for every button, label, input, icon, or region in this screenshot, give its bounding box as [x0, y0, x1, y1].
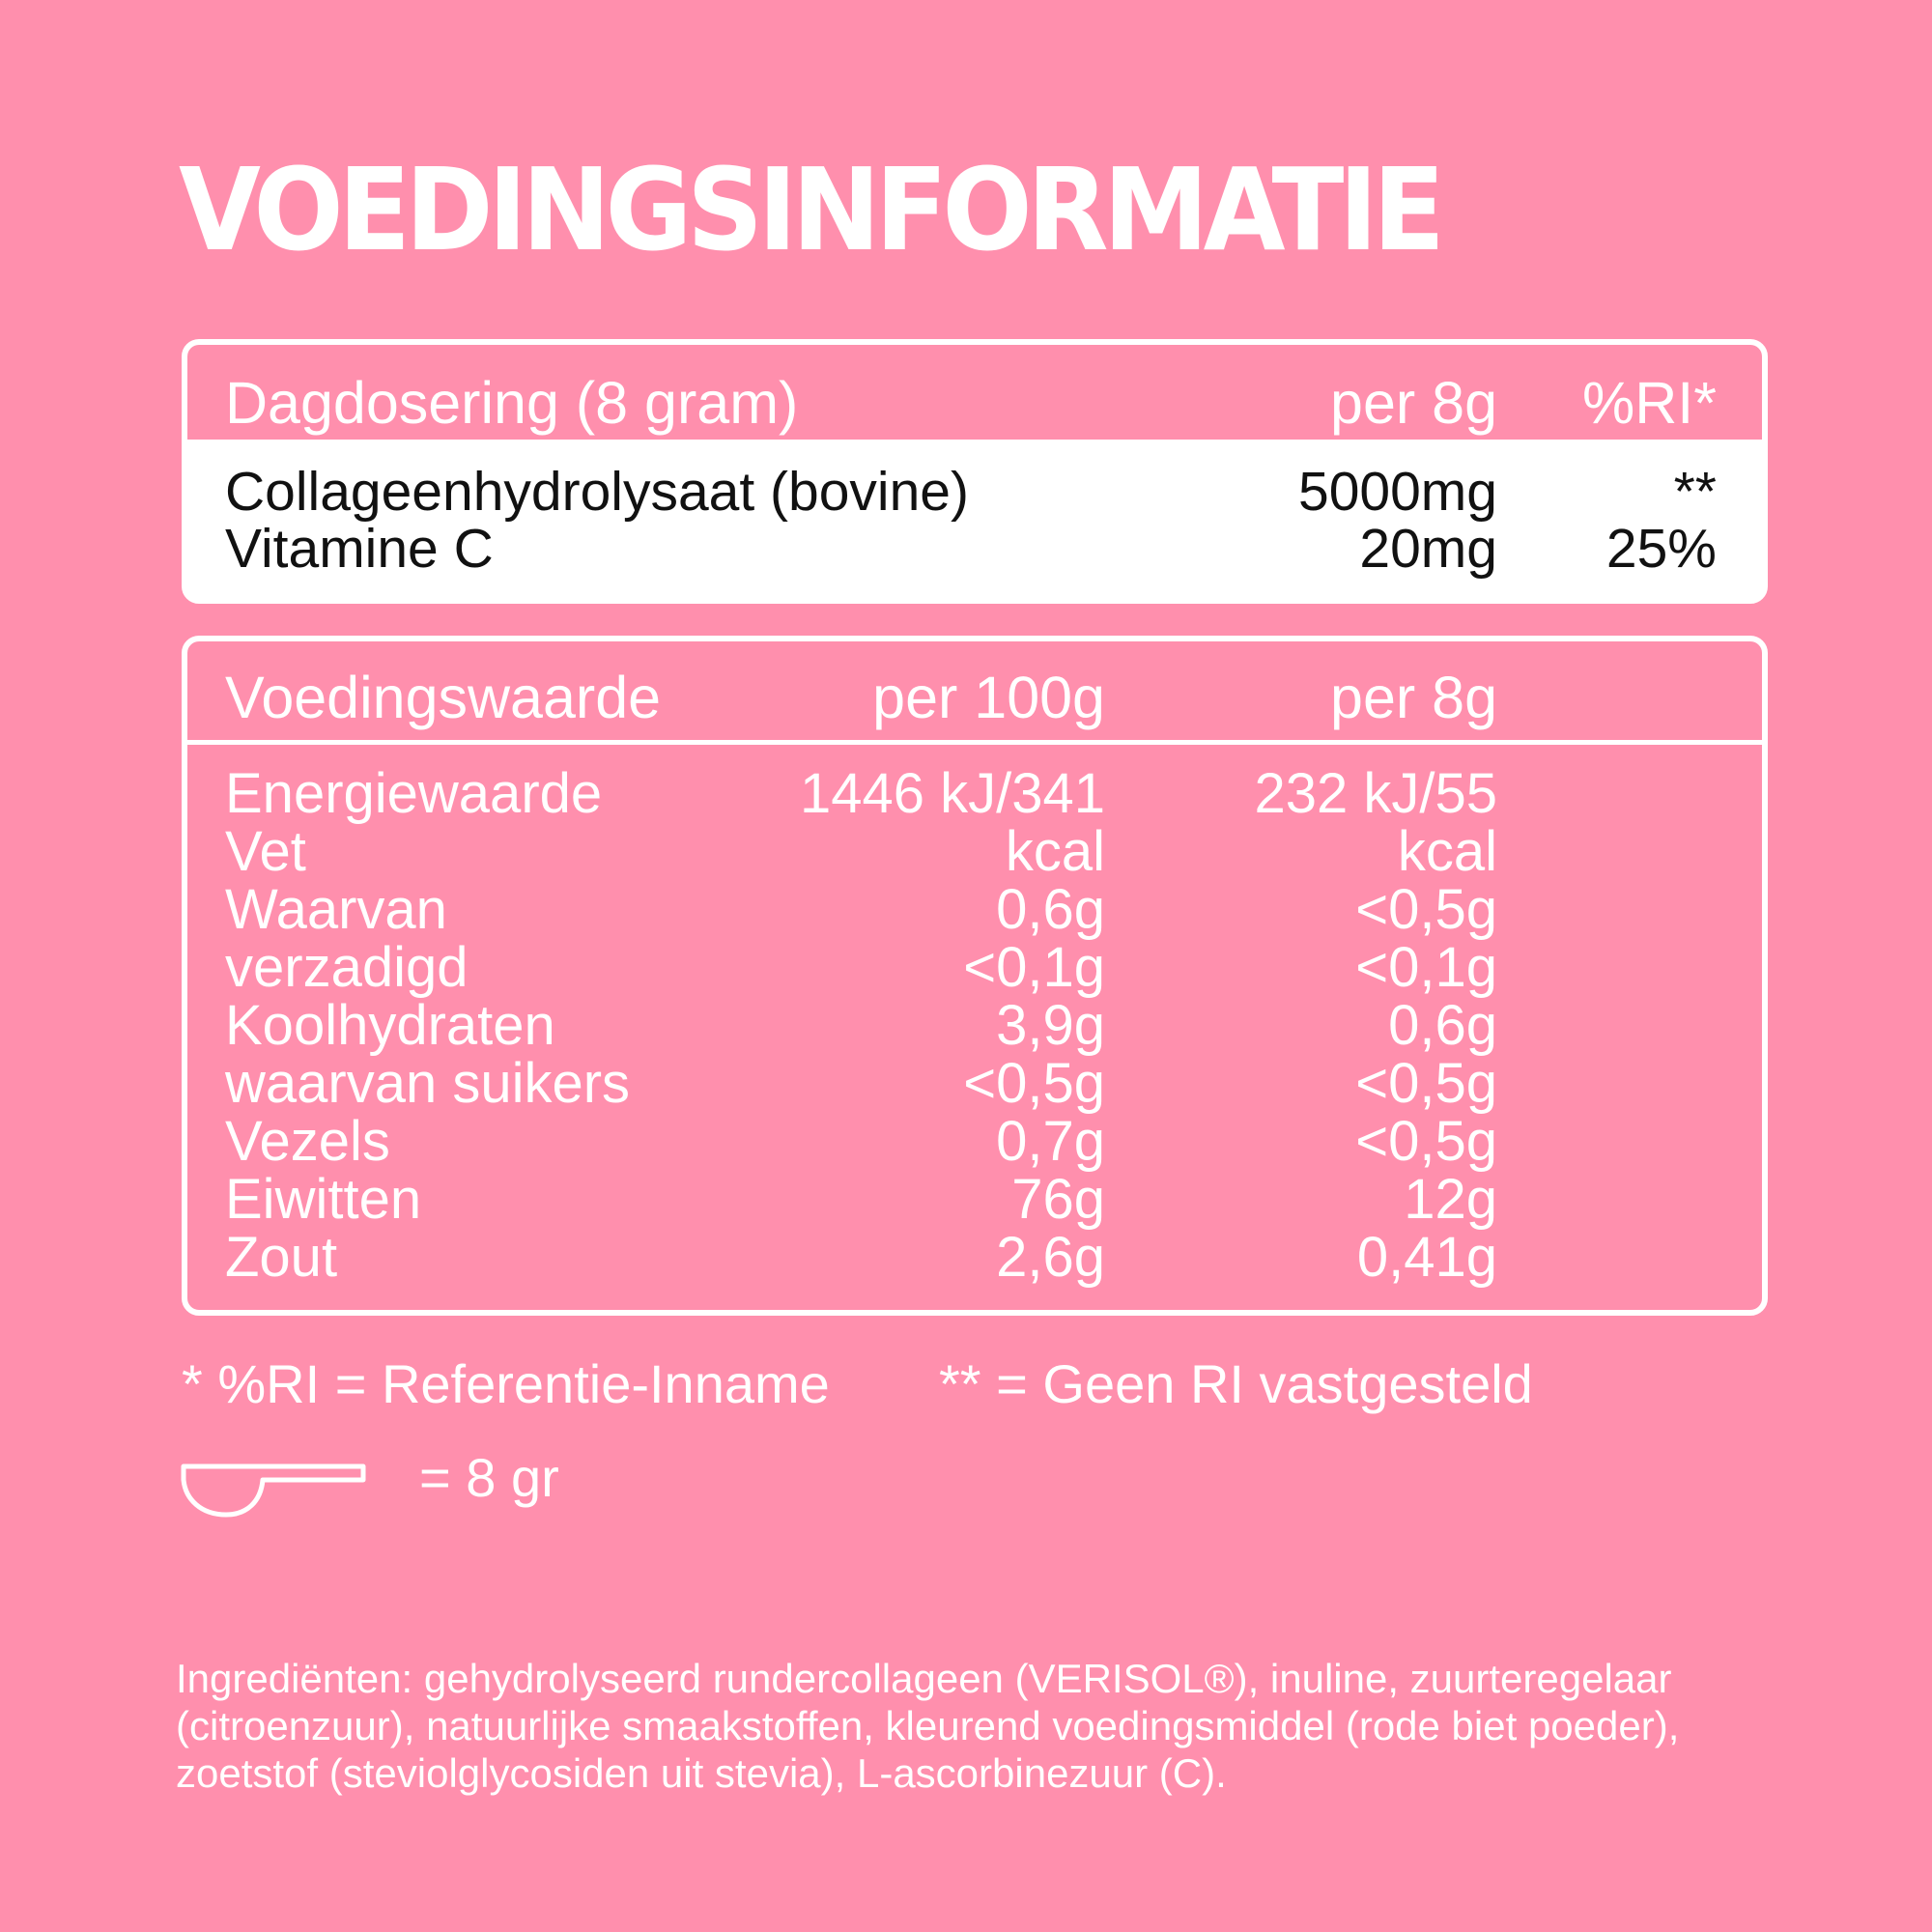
nutrient-label: Vezels — [225, 1110, 390, 1173]
dosage-row-ri: 25% — [1605, 518, 1717, 580]
daily-dosage-table: Dagdosering (8 gram) per 8g %RI* Collage… — [182, 339, 1768, 604]
nutrient-value-per100: 3,9g — [996, 994, 1105, 1057]
nutrient-value-per100: <0,1g — [963, 936, 1105, 999]
scoop-icon — [181, 1463, 366, 1518]
nutrient-value-per100: 1446 kJ/341 — [799, 762, 1105, 825]
nutrient-label: Zout — [225, 1226, 338, 1289]
nutrient-label: waarvan suikers — [225, 1052, 631, 1115]
nutrient-value-per100: <0,5g — [963, 1052, 1105, 1115]
dosage-header-label: Dagdosering (8 gram) — [225, 370, 799, 436]
nutrient-value-per100: 76g — [1011, 1168, 1105, 1231]
nutrient-label: Vet — [225, 820, 306, 883]
nutrient-value-per100: 2,6g — [996, 1226, 1105, 1289]
nutrient-value-per8: 232 kJ/55 — [1254, 762, 1497, 825]
nutrient-value-per8: 0,6g — [1388, 994, 1497, 1057]
nutrient-value-per8: 12g — [1404, 1168, 1497, 1231]
nutrition-table: Voedingswaarde per 100g per 8g Energiewa… — [182, 636, 1768, 1316]
scoop-label: = 8 gr — [419, 1447, 559, 1508]
nutrient-label: Eiwitten — [225, 1168, 422, 1231]
nutrient-value-per8: 0,41g — [1356, 1226, 1497, 1289]
nutrient-label: Koolhydraten — [225, 994, 555, 1057]
ingredients-text: Ingrediënten: gehydrolyseerd rundercolla… — [176, 1656, 1680, 1796]
nutrient-value-per100: 0,7g — [996, 1110, 1105, 1173]
dosage-row-amount: 5000mg — [1298, 461, 1497, 523]
nutrition-header-per100: per 100g — [872, 665, 1105, 730]
per100-column: 1446 kJ/341 kcal 0,6g <0,1g 3,9g <0,5g 0,7g 76g… — [800, 765, 1105, 1287]
header-divider — [187, 740, 1762, 745]
nutrient-labels-column: Energiewaarde Vet Waarvan verzadigd Koolhydr… — [225, 765, 630, 1287]
dosage-row-name: Collageenhydrolysaat (bovine) — [225, 461, 969, 523]
dosage-row-amount: 20mg — [1359, 518, 1497, 580]
dosage-header-ri: %RI* — [1582, 370, 1717, 436]
nutrient-label: Waarvan — [225, 878, 447, 941]
nutrition-header-label: Voedingswaarde — [225, 665, 662, 730]
page-title: VOEDINGSINFORMATIE — [179, 143, 1445, 276]
nutrient-value-per8: <0,5g — [1355, 878, 1497, 941]
nutrient-label: Energiewaarde — [225, 762, 603, 825]
nutrient-value-per8: <0,5g — [1355, 1110, 1497, 1173]
dosage-row-ri: ** — [1673, 461, 1717, 523]
dosage-row-name: Vitamine C — [225, 518, 494, 580]
nutrient-value-per100: kcal — [1005, 820, 1105, 883]
dosage-header-per: per 8g — [1330, 370, 1497, 436]
nutrient-value-per8: kcal — [1397, 820, 1497, 883]
footnote-no-ri: ** = Geen RI vastgesteld — [939, 1353, 1533, 1414]
per8-column: 232 kJ/55 kcal <0,5g <0,1g 0,6g <0,5g <0,5g 12g… — [1254, 765, 1497, 1287]
nutrient-label: verzadigd — [225, 936, 469, 999]
dosage-header-band — [187, 345, 1762, 440]
nutrient-value-per8: <0,5g — [1355, 1052, 1497, 1115]
nutrient-value-per8: <0,1g — [1355, 936, 1497, 999]
nutrition-header-per8: per 8g — [1330, 665, 1497, 730]
nutrient-value-per100: 0,6g — [996, 878, 1105, 941]
footnote-ri: * %RI = Referentie-Inname — [182, 1353, 830, 1414]
